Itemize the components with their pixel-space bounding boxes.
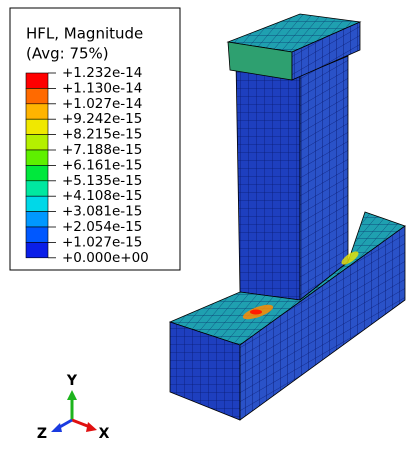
legend-label: +7.188e-15 xyxy=(62,142,142,158)
legend-title: HFL, Magnitude xyxy=(26,25,143,43)
axis-z-label: Z xyxy=(37,426,47,442)
page: HFL, Magnitude (Avg: 75%) +1.232e-14+1.1… xyxy=(0,0,406,450)
axis-y-label: Y xyxy=(66,373,78,389)
legend-label: +1.130e-14 xyxy=(62,80,142,96)
axis-x-label: X xyxy=(99,426,110,442)
viewport: HFL, Magnitude (Avg: 75%) +1.232e-14+1.1… xyxy=(0,0,406,450)
legend-subtitle: (Avg: 75%) xyxy=(26,45,109,63)
model xyxy=(170,14,405,420)
legend-swatch xyxy=(26,73,48,88)
legend-swatch xyxy=(26,227,48,242)
legend-swatch xyxy=(26,242,48,257)
triad: Y X Z xyxy=(37,373,110,442)
legend-label: +1.027e-14 xyxy=(62,96,142,112)
legend-label: +0.000e+00 xyxy=(62,250,149,266)
legend-swatch xyxy=(26,212,48,227)
legend-swatch xyxy=(26,88,48,103)
legend-label: +1.027e-15 xyxy=(62,234,142,250)
legend-label: +3.081e-15 xyxy=(62,204,142,220)
legend-label: +2.054e-15 xyxy=(62,219,142,235)
legend-swatch xyxy=(26,181,48,196)
legend-label: +6.161e-15 xyxy=(62,157,142,173)
legend-swatch xyxy=(26,119,48,134)
legend-label: +1.232e-14 xyxy=(62,65,142,81)
legend-swatch xyxy=(26,165,48,180)
legend-label: +5.135e-15 xyxy=(62,173,142,189)
legend-swatch xyxy=(26,150,48,165)
legend-swatch xyxy=(26,104,48,119)
legend-swatch xyxy=(26,196,48,211)
legend-label: +9.242e-15 xyxy=(62,111,142,127)
legend-label: +8.215e-15 xyxy=(62,127,142,143)
legend-label: +4.108e-15 xyxy=(62,188,142,204)
legend-swatch xyxy=(26,135,48,150)
legend: HFL, Magnitude (Avg: 75%) +1.232e-14+1.1… xyxy=(10,8,180,270)
